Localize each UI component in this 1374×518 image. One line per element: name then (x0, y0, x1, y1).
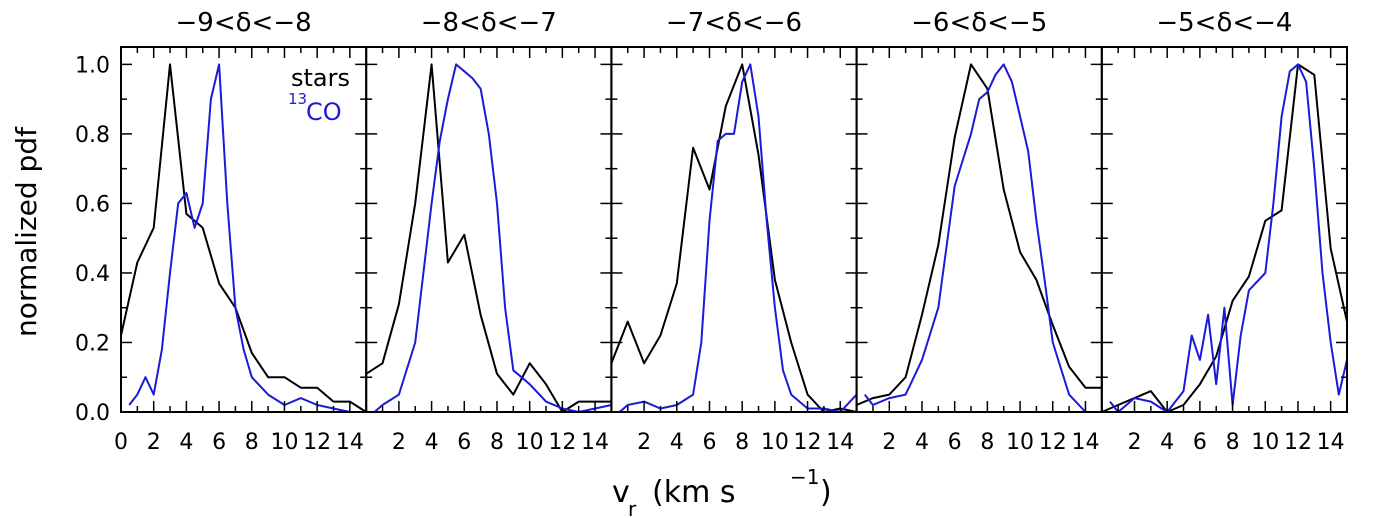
series-line-stars (856, 63, 1102, 406)
x-tick-label: 8 (245, 430, 259, 455)
panel-title: −9<δ<−8 (176, 8, 312, 38)
x-tick-label: 14 (826, 430, 854, 455)
x-tick-label: 12 (303, 430, 331, 455)
x-tick-label: 12 (548, 430, 576, 455)
x-tick-label: 14 (1071, 430, 1099, 455)
legend-co-sup: 13 (288, 90, 307, 108)
legend-co-main: CO (306, 98, 342, 126)
x-tick-label: 14 (581, 430, 609, 455)
panel-frame (1100, 46, 1349, 413)
panel-4: 2 4 6 8 10 12 14 −6<δ<−5 (855, 8, 1103, 455)
x-axis-label-sup: −1 (790, 465, 819, 489)
x-tick-label: 2 (637, 430, 651, 455)
x-tick-label: 12 (1284, 430, 1312, 455)
panel-2: 2 4 6 8 10 12 14 −8<δ<−7 (365, 8, 613, 455)
panels: 0 2 4 6 8 10 12 14−9<δ<−82 4 6 8 10 12 14−8<δ<−72 4 6 8 1… (75, 8, 1349, 455)
x-tick-label: 8 (980, 430, 994, 455)
x-tick-label: 4 (1160, 430, 1174, 455)
x-tick-label: 12 (794, 430, 822, 455)
x-tick-label: 8 (735, 430, 749, 455)
x-tick-label: 0 (114, 430, 128, 455)
x-tick-label: 6 (212, 430, 226, 455)
y-tick-label: 0.8 (75, 123, 110, 148)
panel-5: 2 4 6 8 10 12 14 −5<δ<−4 (1100, 8, 1349, 455)
panel-title: −8<δ<−7 (421, 8, 557, 38)
series-line-co (373, 63, 612, 413)
x-tick-label: 2 (147, 430, 161, 455)
x-tick-label: 2 (882, 430, 896, 455)
series-line-stars (610, 63, 857, 413)
x-tick-label: 6 (457, 430, 471, 455)
x-tick-label: 8 (1226, 430, 1240, 455)
x-tick-label: 12 (1039, 430, 1067, 455)
x-tick-label: 6 (1193, 430, 1207, 455)
series-line-co (1109, 63, 1348, 413)
y-tick-label: 0.2 (75, 331, 110, 356)
x-tick-label: 10 (270, 430, 298, 455)
x-tick-label: 10 (1251, 430, 1279, 455)
legend: stars 13 CO (288, 64, 350, 126)
series-line-stars (1101, 63, 1348, 413)
x-tick-label: 10 (1006, 430, 1034, 455)
y-axis-label: normalized pdf (10, 126, 43, 337)
x-tick-label: 8 (490, 430, 504, 455)
series-line-stars (120, 63, 367, 413)
x-axis-label-main: v (612, 475, 630, 510)
y-tick-label: 0.6 (75, 192, 110, 217)
panel-title: −7<δ<−6 (666, 8, 802, 38)
panel-frame (365, 46, 613, 413)
series-line-co (128, 63, 367, 413)
legend-stars: stars (291, 64, 350, 92)
x-tick-label: 4 (425, 430, 439, 455)
x-tick-label: 10 (761, 430, 789, 455)
x-tick-label: 4 (670, 430, 684, 455)
x-tick-label: 6 (948, 430, 962, 455)
panel-title: −6<δ<−5 (911, 8, 1047, 38)
x-tick-label: 10 (516, 430, 544, 455)
panel-1: 0 2 4 6 8 10 12 14 −9<δ<−8 (114, 8, 368, 455)
x-tick-label: 4 (915, 430, 929, 455)
y-tick-label: 1.0 (75, 53, 110, 78)
x-axis-label-close: ) (820, 475, 832, 510)
series-line-stars (365, 63, 612, 413)
x-tick-label: 2 (1127, 430, 1141, 455)
x-tick-label: 4 (179, 430, 193, 455)
y-tick-label: 0.0 (75, 401, 110, 426)
y-tick-label: 0.4 (75, 262, 110, 287)
x-tick-label: 14 (1317, 430, 1345, 455)
x-tick-label: 6 (702, 430, 716, 455)
x-axis-label: v r (km s −1 ) (612, 465, 832, 518)
panel-title: −5<δ<−4 (1156, 8, 1292, 38)
x-tick-label: 14 (336, 430, 364, 455)
x-axis-label-unit: (km s (652, 475, 735, 510)
series-line-co (864, 63, 1102, 413)
series-line-co (618, 63, 858, 413)
panel-3: 2 4 6 8 10 12 14 −7<δ<−6 (610, 8, 858, 455)
x-tick-label: 2 (392, 430, 406, 455)
x-axis-label-sub: r (628, 497, 637, 518)
